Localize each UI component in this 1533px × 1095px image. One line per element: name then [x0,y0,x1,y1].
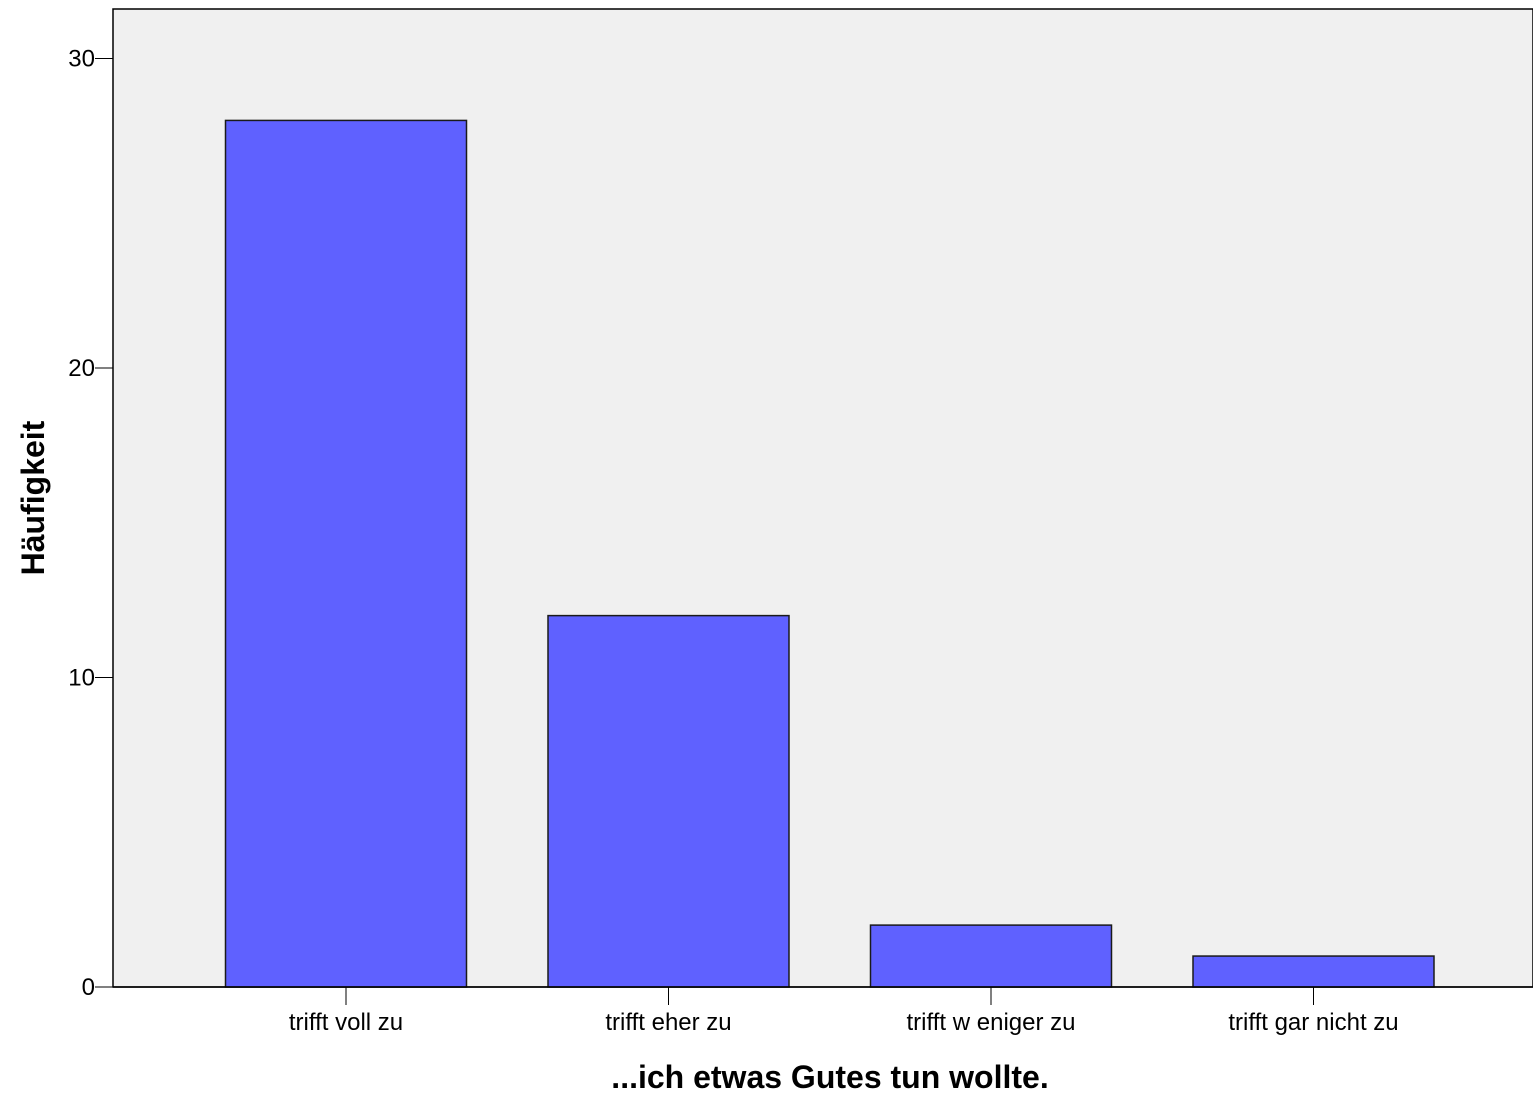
y-tick-label-3: 20 [68,355,95,382]
y-tick-label-1: 0 [82,974,95,1001]
x-tick-label-2: trifft eher zu [605,1009,731,1036]
y-tick-label-2: 10 [68,665,95,692]
bar-2 [547,614,790,988]
x-axis-title: ...ich etwas Gutes tun wollte. [611,1059,1048,1095]
y-axis: 0 10 20 30 [68,46,113,1001]
x-tick-label-3: trifft w eniger zu [907,1009,1076,1036]
y-axis-title: Häufigkeit [15,420,51,575]
y-tick-label-4: 30 [68,46,95,73]
x-tick-label-4: trifft gar nicht zu [1228,1009,1398,1036]
bar-3 [869,924,1113,988]
bar-4 [1192,955,1435,988]
x-axis: trifft voll zu trifft eher zu trifft w eni… [113,986,1533,1036]
bar-1 [224,119,468,988]
x-tick-label-1: trifft voll zu [289,1009,403,1036]
